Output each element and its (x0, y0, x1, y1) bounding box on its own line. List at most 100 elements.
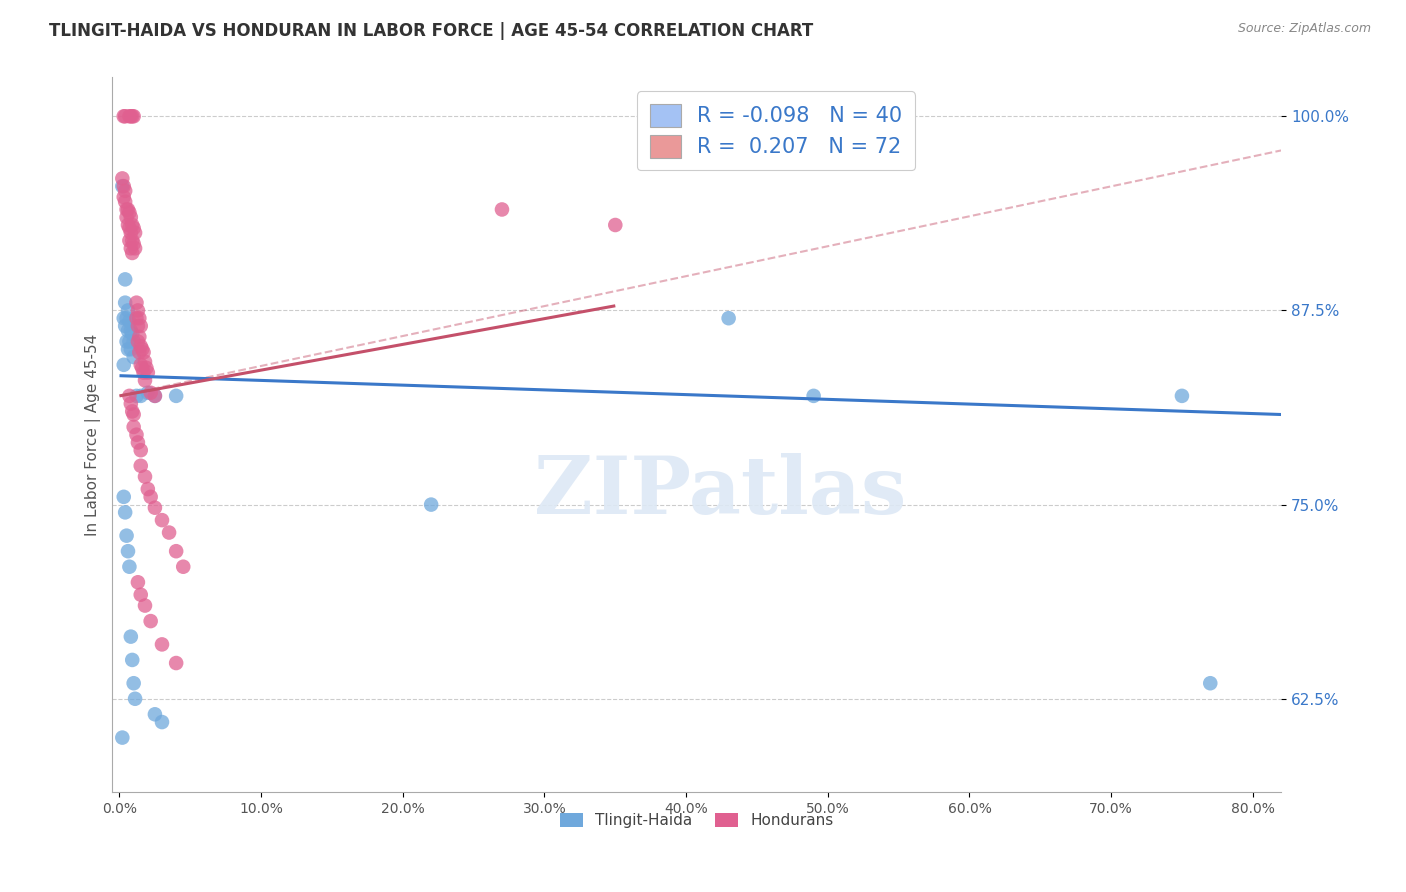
Point (132, 366, 155, 380)
Point (136, 366, 159, 380)
Point (129, 458, 152, 473)
Point (111, 171, 134, 186)
Point (120, 211, 142, 225)
Point (121, 246, 143, 260)
Point (143, 389, 166, 403)
Point (121, 653, 143, 667)
Point (129, 443, 152, 458)
Point (114, 505, 136, 519)
Point (118, 205, 141, 219)
Point (605, 218, 627, 232)
Point (120, 397, 142, 411)
Point (124, 241, 146, 255)
Point (114, 295, 136, 310)
Point (120, 109, 142, 123)
Point (165, 656, 187, 670)
Point (127, 575, 149, 590)
Point (120, 343, 142, 357)
Point (117, 544, 139, 558)
Point (118, 221, 141, 235)
Legend: Tlingit-Haida, Hondurans: Tlingit-Haida, Hondurans (554, 807, 839, 834)
Point (125, 389, 148, 403)
Point (135, 360, 157, 375)
Point (132, 345, 155, 359)
Point (124, 691, 146, 706)
Point (112, 358, 135, 372)
Point (150, 714, 173, 729)
Point (129, 318, 152, 333)
Point (122, 221, 145, 235)
Point (165, 389, 187, 403)
Point (125, 311, 148, 326)
Point (420, 498, 443, 512)
Point (172, 559, 194, 574)
Point (114, 184, 136, 198)
Point (121, 218, 143, 232)
Point (117, 303, 139, 318)
Point (127, 435, 149, 450)
Point (112, 109, 135, 123)
Point (121, 326, 143, 341)
Point (139, 490, 162, 504)
Point (121, 404, 143, 418)
Point (127, 334, 149, 349)
Point (117, 343, 139, 357)
Point (143, 500, 166, 515)
Point (122, 236, 145, 251)
Point (115, 311, 138, 326)
Point (134, 599, 156, 613)
Text: Source: ZipAtlas.com: Source: ZipAtlas.com (1237, 22, 1371, 36)
Point (150, 513, 173, 527)
Text: TLINGIT-HAIDA VS HONDURAN IN LABOR FORCE | AGE 45-54 CORRELATION CHART: TLINGIT-HAIDA VS HONDURAN IN LABOR FORCE… (49, 22, 814, 40)
Point (134, 469, 156, 483)
Point (165, 544, 187, 558)
Point (129, 389, 152, 403)
Point (128, 345, 150, 359)
Point (134, 354, 156, 368)
Point (134, 373, 156, 387)
Point (139, 614, 162, 628)
Y-axis label: In Labor Force | Age 45-54: In Labor Force | Age 45-54 (86, 334, 101, 536)
Text: ZIPatlas: ZIPatlas (534, 453, 907, 531)
Point (165, 800, 187, 814)
Point (118, 559, 141, 574)
Point (115, 211, 138, 225)
Point (117, 202, 139, 217)
Point (803, 389, 825, 403)
Point (114, 318, 136, 333)
Point (112, 490, 135, 504)
Point (129, 339, 152, 353)
Point (121, 109, 143, 123)
Point (1199, 676, 1222, 690)
Point (118, 234, 141, 248)
Point (117, 324, 139, 338)
Point (143, 707, 166, 722)
Point (128, 311, 150, 326)
Point (179, 800, 201, 814)
Point (129, 588, 152, 602)
Point (120, 630, 142, 644)
Point (118, 314, 141, 328)
Point (120, 226, 142, 240)
Point (1171, 389, 1194, 403)
Point (118, 334, 141, 349)
Point (131, 343, 153, 357)
Point (117, 218, 139, 232)
Point (122, 420, 145, 434)
Point (112, 311, 135, 326)
Point (121, 234, 143, 248)
Point (124, 226, 146, 240)
Point (131, 360, 153, 375)
Point (136, 482, 159, 496)
Point (122, 408, 145, 422)
Point (114, 109, 136, 123)
Point (139, 385, 162, 400)
Point (122, 334, 145, 349)
Point (143, 389, 166, 403)
Point (136, 385, 159, 400)
Point (112, 179, 135, 194)
Point (122, 676, 145, 690)
Point (112, 190, 135, 204)
Point (717, 311, 740, 326)
Point (150, 637, 173, 651)
